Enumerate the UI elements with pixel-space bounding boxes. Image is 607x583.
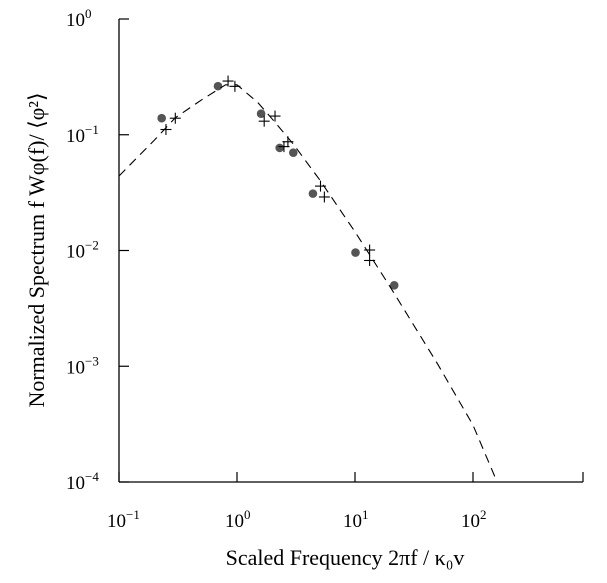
x-axis-title: Scaled Frequency 2πf / κ₀v xyxy=(226,545,465,570)
y-tick-label: 10−1 xyxy=(66,122,99,147)
data-point-circle xyxy=(157,113,166,123)
data-point-circle xyxy=(351,248,360,257)
data-point-circle xyxy=(256,109,266,119)
data-point-circle xyxy=(389,281,399,290)
data-point-plus xyxy=(364,244,376,256)
data-point-plus xyxy=(258,115,270,127)
x-tick-label: 101 xyxy=(343,507,369,532)
y-tick-label: 10−4 xyxy=(66,469,99,494)
data-point-circle xyxy=(308,189,318,198)
y-tick-label: 10−2 xyxy=(66,238,99,263)
data-point-plus xyxy=(160,124,172,136)
data-point-circle xyxy=(213,81,223,91)
x-tick-label: 102 xyxy=(461,507,487,532)
series xyxy=(118,75,498,483)
y-tick-label: 10−3 xyxy=(66,353,99,378)
x-tick-label: 10−1 xyxy=(107,507,140,532)
data-point-plus xyxy=(269,110,281,122)
axes xyxy=(118,19,583,483)
x-tick-label: 100 xyxy=(225,507,251,532)
model-curve xyxy=(118,84,498,483)
data-point-circle xyxy=(275,143,284,153)
data-point-circle xyxy=(289,148,298,157)
data-point-plus xyxy=(318,191,330,203)
y-axis-title: Normalized Spectrum f Wφ(f)/ ⟨φ²⟩ xyxy=(24,92,49,407)
ticks: 10−1 100 101 102 100 10−1 10−2 10−3 10−4 xyxy=(66,6,584,532)
y-tick-label: 100 xyxy=(66,6,92,31)
